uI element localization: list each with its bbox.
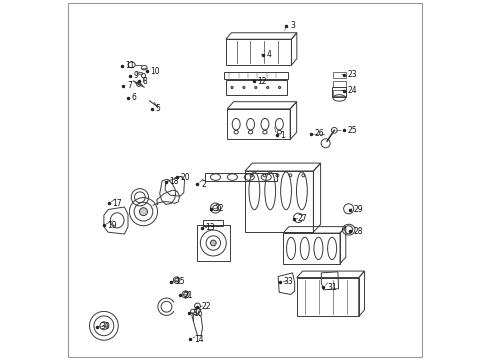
Bar bbox=[333, 87, 346, 97]
Text: 12: 12 bbox=[258, 77, 267, 85]
Text: 17: 17 bbox=[113, 199, 122, 208]
Text: 4: 4 bbox=[267, 50, 271, 59]
Bar bbox=[333, 81, 345, 86]
Ellipse shape bbox=[140, 208, 147, 216]
Text: 9: 9 bbox=[133, 71, 138, 80]
Bar bbox=[227, 109, 290, 139]
Bar bbox=[245, 171, 314, 232]
Text: 15: 15 bbox=[175, 277, 184, 286]
Ellipse shape bbox=[243, 86, 245, 89]
Text: 10: 10 bbox=[151, 67, 160, 76]
Text: 16: 16 bbox=[193, 309, 202, 318]
Text: 6: 6 bbox=[132, 94, 137, 102]
Text: 14: 14 bbox=[194, 335, 203, 343]
Bar bbox=[333, 72, 345, 77]
Text: 11: 11 bbox=[125, 61, 135, 70]
Bar bbox=[203, 220, 223, 226]
Text: 2: 2 bbox=[201, 180, 206, 189]
Text: 19: 19 bbox=[107, 220, 117, 230]
Bar bbox=[226, 39, 292, 65]
Bar bbox=[205, 173, 277, 181]
Bar bbox=[224, 72, 288, 79]
Text: 22: 22 bbox=[201, 302, 211, 311]
Text: 13: 13 bbox=[205, 223, 215, 232]
Ellipse shape bbox=[255, 86, 257, 89]
Bar bbox=[197, 225, 230, 261]
Text: 23: 23 bbox=[347, 71, 357, 79]
Text: 32: 32 bbox=[215, 204, 224, 213]
Text: 1: 1 bbox=[280, 130, 285, 139]
Ellipse shape bbox=[210, 240, 216, 246]
Text: 29: 29 bbox=[354, 205, 364, 214]
Text: 18: 18 bbox=[170, 177, 179, 186]
Ellipse shape bbox=[278, 86, 281, 89]
Text: 33: 33 bbox=[284, 277, 294, 286]
Bar bbox=[333, 90, 345, 95]
Text: 3: 3 bbox=[290, 21, 295, 30]
Text: 25: 25 bbox=[347, 126, 357, 135]
Text: 7: 7 bbox=[127, 81, 132, 90]
Bar bbox=[225, 80, 288, 95]
Text: 30: 30 bbox=[100, 323, 110, 331]
Ellipse shape bbox=[267, 86, 269, 89]
Bar bbox=[283, 233, 340, 264]
Text: 28: 28 bbox=[354, 227, 363, 236]
Ellipse shape bbox=[231, 86, 233, 89]
Text: 24: 24 bbox=[347, 86, 357, 95]
Bar bbox=[297, 278, 359, 316]
Text: 31: 31 bbox=[327, 283, 337, 292]
Text: 26: 26 bbox=[314, 129, 324, 138]
Text: 8: 8 bbox=[143, 77, 147, 85]
Text: 20: 20 bbox=[180, 173, 190, 181]
Text: 5: 5 bbox=[156, 104, 161, 113]
Text: 21: 21 bbox=[184, 291, 193, 300]
Text: 27: 27 bbox=[297, 214, 307, 223]
